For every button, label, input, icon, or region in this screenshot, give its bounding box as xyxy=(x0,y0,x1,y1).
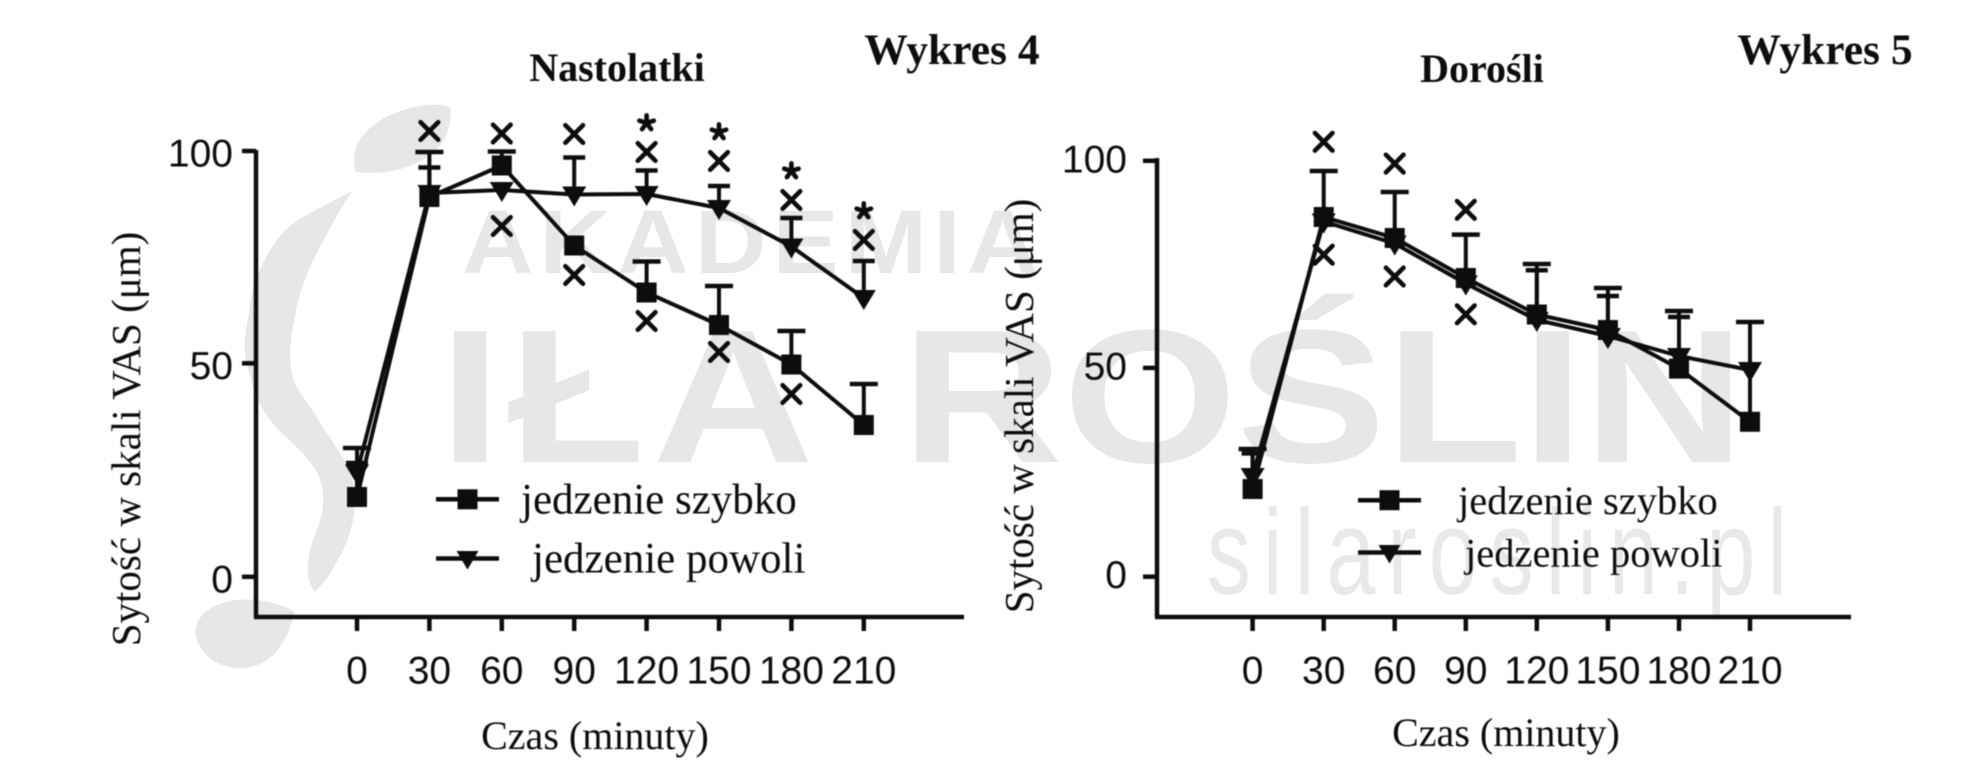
svg-text:50: 50 xyxy=(190,345,233,388)
svg-text:Wykres 5: Wykres 5 xyxy=(1737,26,1912,74)
svg-text:AKADEMIA: AKADEMIA xyxy=(462,192,1038,293)
svg-text:150: 150 xyxy=(1575,650,1640,693)
svg-text:0: 0 xyxy=(346,650,368,693)
svg-text:100: 100 xyxy=(1062,138,1127,181)
svg-text:Sytość w skali VAS (μm): Sytość w skali VAS (μm) xyxy=(103,232,149,647)
svg-text:60: 60 xyxy=(480,650,523,693)
svg-text:Wykres 4: Wykres 4 xyxy=(864,26,1039,74)
svg-text:120: 120 xyxy=(1504,650,1569,693)
svg-text:Sytość w skali VAS (μm): Sytość w skali VAS (μm) xyxy=(996,199,1042,614)
svg-text:silaroslin.pl: silaroslin.pl xyxy=(1207,484,1787,621)
svg-text:180: 180 xyxy=(759,650,824,693)
svg-text:0: 0 xyxy=(1242,650,1264,693)
svg-text:60: 60 xyxy=(1373,650,1416,693)
svg-text:0: 0 xyxy=(211,558,233,601)
svg-text:30: 30 xyxy=(408,650,451,693)
svg-text:Czas (minuty): Czas (minuty) xyxy=(481,713,709,758)
svg-text:180: 180 xyxy=(1646,650,1711,693)
svg-text:50: 50 xyxy=(1084,345,1127,388)
svg-text:210: 210 xyxy=(831,650,896,693)
svg-text:Czas (minuty): Czas (minuty) xyxy=(1392,710,1620,755)
svg-text:30: 30 xyxy=(1302,650,1345,693)
svg-text:Nastolatki: Nastolatki xyxy=(529,45,705,90)
svg-text:jedzenie powoli: jedzenie powoli xyxy=(530,536,805,583)
svg-text:0: 0 xyxy=(1105,554,1127,597)
svg-text:jedzenie powoli: jedzenie powoli xyxy=(1463,531,1723,576)
svg-text:100: 100 xyxy=(168,133,233,176)
svg-text:IŁA: IŁA xyxy=(439,291,814,503)
svg-text:90: 90 xyxy=(1444,650,1487,693)
svg-text:150: 150 xyxy=(686,650,751,693)
svg-text:jedzenie szybko: jedzenie szybko xyxy=(519,476,797,523)
svg-text:jedzenie szybko: jedzenie szybko xyxy=(1456,478,1718,523)
svg-text:Dorośli: Dorośli xyxy=(1420,46,1544,91)
svg-text:210: 210 xyxy=(1717,650,1782,693)
svg-text:120: 120 xyxy=(614,650,679,693)
svg-text:90: 90 xyxy=(553,650,596,693)
